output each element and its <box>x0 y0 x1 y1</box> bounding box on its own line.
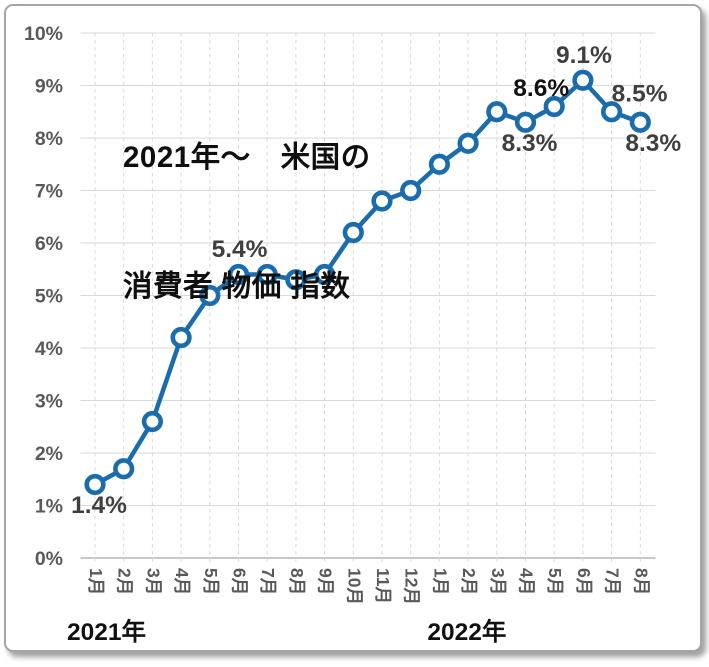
data-point-marker <box>256 263 278 286</box>
data-point-marker <box>141 410 163 433</box>
x-axis-month-label: 9月 <box>316 568 336 595</box>
y-axis-tick-label: 10% <box>24 23 63 45</box>
data-point-marker <box>314 263 336 286</box>
y-axis-tick-label: 6% <box>35 233 63 255</box>
x-axis-month-label: 8月 <box>631 568 651 595</box>
x-axis-month-label: 8月 <box>287 568 307 595</box>
x-axis-month-label: 6月 <box>230 568 250 595</box>
data-point-marker <box>400 179 422 202</box>
data-point-label: 1.4% <box>71 492 127 519</box>
x-axis-month-label: 7月 <box>258 568 278 595</box>
y-axis-tick-label: 3% <box>35 391 63 413</box>
x-axis-month-label: 6月 <box>574 568 594 595</box>
y-axis-tick-label: 7% <box>35 181 63 203</box>
data-point-marker <box>113 458 135 480</box>
data-point-marker <box>285 269 307 291</box>
data-point-marker <box>170 326 192 349</box>
x-axis-month-label: 4月 <box>172 568 192 595</box>
data-point-marker <box>457 132 479 154</box>
data-point-label: 8.3% <box>625 130 681 157</box>
data-point-marker <box>199 284 221 307</box>
data-point-marker <box>600 101 623 123</box>
y-axis-tick-label: 2% <box>35 443 63 465</box>
y-axis-tick-label: 9% <box>35 76 63 98</box>
y-axis-tick-label: 5% <box>35 286 63 308</box>
data-point-marker <box>572 69 594 91</box>
x-axis-month-label: 1月 <box>86 568 106 595</box>
y-axis-tick-label: 8% <box>35 128 63 150</box>
data-point-marker <box>84 473 106 496</box>
data-point-label: 8.3% <box>502 130 558 157</box>
data-point-marker <box>629 111 651 133</box>
x-axis-month-label: 2月 <box>459 568 479 595</box>
x-axis-month-label: 11月 <box>373 568 393 604</box>
data-point-marker <box>514 111 537 133</box>
data-point-marker <box>227 263 250 286</box>
x-axis-month-label: 7月 <box>603 568 623 595</box>
chart-title-line2: 消費者 物価 指数 <box>123 270 351 303</box>
data-point-marker <box>342 221 364 244</box>
x-axis-month-label: 12月 <box>402 568 422 605</box>
x-axis-month-label: 10月 <box>344 568 364 605</box>
x-axis-month-label: 2月 <box>115 568 135 595</box>
y-axis-tick-label: 0% <box>35 548 63 570</box>
data-point-marker <box>371 190 393 212</box>
x-axis-month-label: 3月 <box>143 568 163 595</box>
x-axis-month-label: 1月 <box>430 568 450 595</box>
x-axis-month-label: 3月 <box>488 568 508 595</box>
y-axis-tick-label: 1% <box>35 496 63 518</box>
x-axis-month-label: 4月 <box>517 568 537 595</box>
y-axis-tick-label: 4% <box>35 338 63 360</box>
chart-title: 2021年～ 米国の 消費者 物価 指数 <box>123 50 371 394</box>
chart-title-line1: 2021年～ 米国の <box>123 141 371 174</box>
data-point-label: 8.6% <box>513 75 569 102</box>
data-point-marker <box>543 95 565 118</box>
x-axis-year-label: 2021年 <box>67 617 146 646</box>
data-point-label: 8.5% <box>612 80 668 107</box>
data-point-marker <box>428 153 451 175</box>
x-axis-month-label: 5月 <box>545 568 565 595</box>
data-point-label: 9.1% <box>556 42 612 69</box>
data-point-marker <box>486 101 508 123</box>
x-axis-year-label: 2022年 <box>427 617 506 646</box>
x-axis-month-label: 5月 <box>201 568 221 595</box>
data-point-label: 5.4% <box>212 236 268 263</box>
